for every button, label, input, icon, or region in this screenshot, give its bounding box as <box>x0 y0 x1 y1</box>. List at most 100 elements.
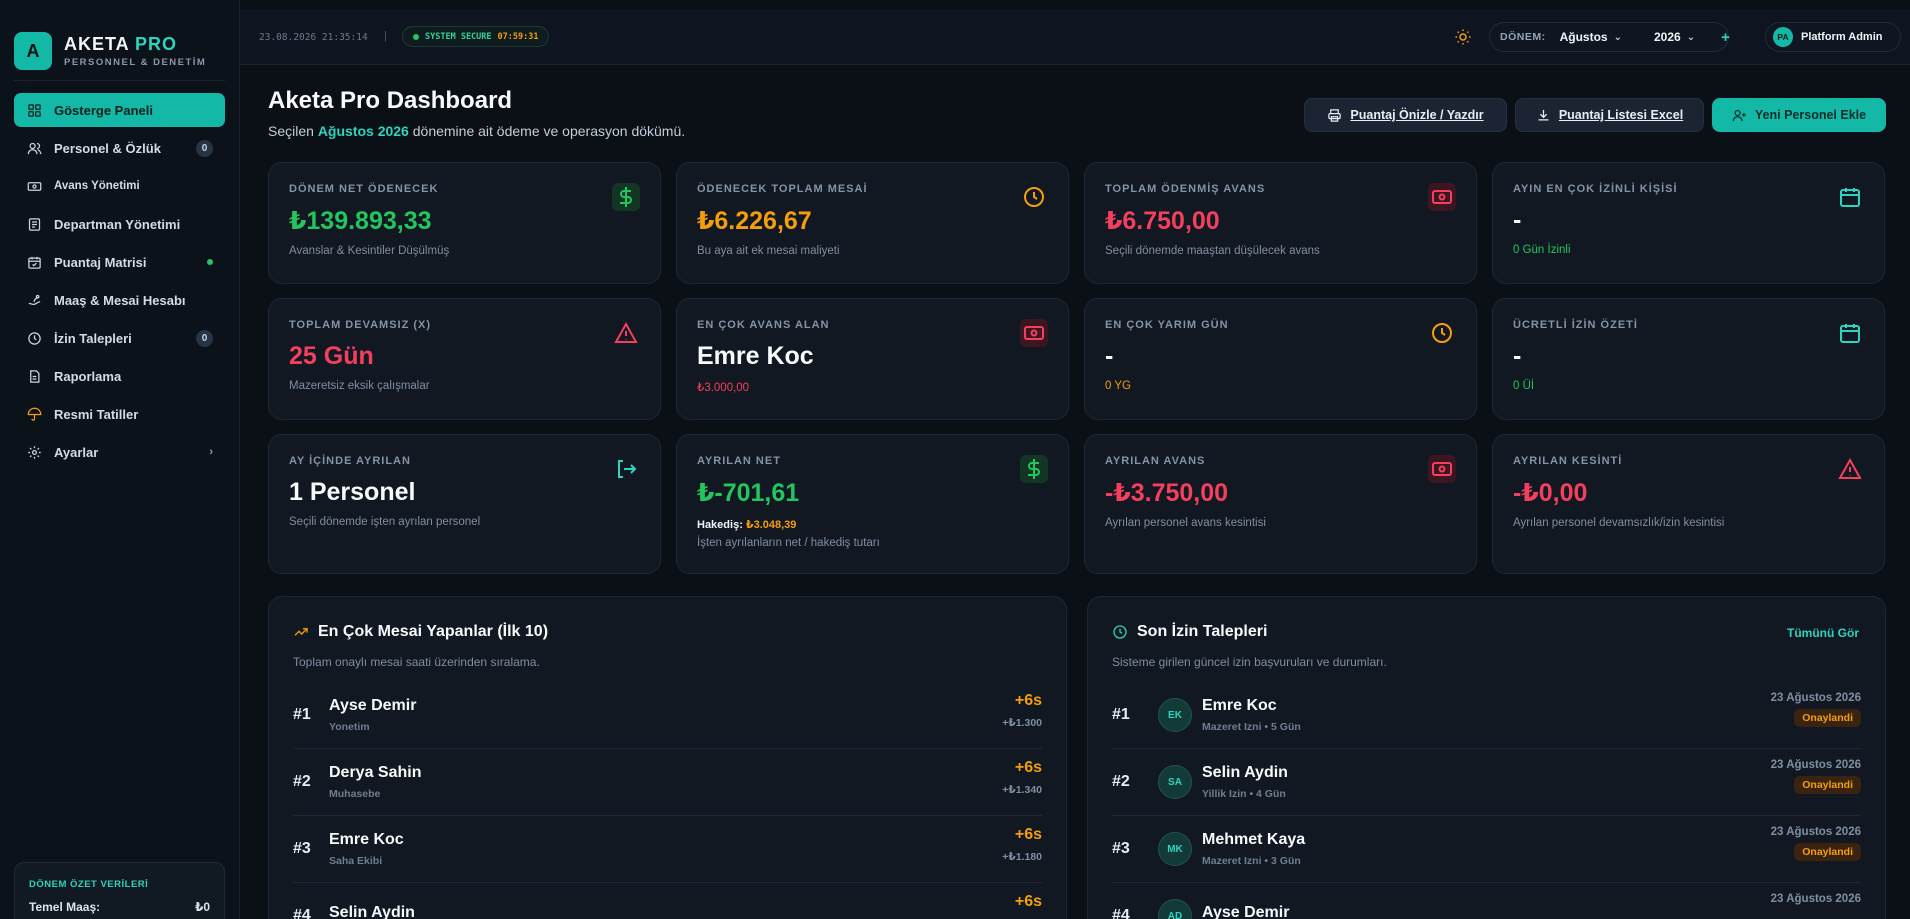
sidebar-item-label: Maaş & Mesai Hesabı <box>54 292 186 308</box>
department: Saha Ekibi <box>329 855 383 867</box>
stat-label: TOPLAM ÖDENMİŞ AVANS <box>1105 183 1266 195</box>
person-name: Ayse Demir <box>1202 904 1290 919</box>
sidebar-item-dashboard[interactable]: Gösterge Paneli <box>14 93 225 127</box>
avatar: PA <box>1773 27 1793 47</box>
stat-note: ₺3.000,00 <box>697 382 750 394</box>
sidebar-item-personnel[interactable]: Personel & Özlük 0 <box>14 131 225 165</box>
period-label: DÖNEM: <box>1500 31 1546 43</box>
stat-description: Ayrılan personel avans kesintisi <box>1105 517 1266 529</box>
sidebar-item-holidays[interactable]: Resmi Tatiller <box>14 397 225 431</box>
banknote-icon <box>1428 183 1456 211</box>
stat-value: - <box>1513 206 1522 234</box>
topbar-separator: | <box>384 30 387 42</box>
sidebar-item-departments[interactable]: Departman Yönetimi <box>14 207 225 241</box>
stat-description: Avanslar & Kesintiler Düşülmüş <box>289 245 450 257</box>
list-item[interactable]: #4 AD Ayse Demir 23 Ağustos 2026 <box>1112 883 1861 919</box>
list-item[interactable]: #3 MK Mehmet Kaya Mazeret Izni • 3 Gün 23… <box>1112 816 1861 883</box>
department: Muhasebe <box>329 788 381 800</box>
stat-description: Seçili dönemde işten ayrılan personel <box>289 516 481 528</box>
clock-icon <box>1113 625 1127 639</box>
stat-card-departed-net: AYRILAN NET ₺-701,61 Hakediş: ₺3.048,39 … <box>676 434 1069 574</box>
page-subtitle: Seçilen Ağustos 2026 dönemine ait ödeme … <box>268 123 686 139</box>
list-item[interactable]: #2 SA Selin Aydin Yillik Izin • 4 Gün 23 … <box>1112 749 1861 816</box>
stat-label: TOPLAM DEVAMSIZ (X) <box>289 319 432 331</box>
view-all-link[interactable]: Tümünü Gör <box>1787 626 1859 640</box>
banknote-icon <box>1428 455 1456 483</box>
stat-value: Emre Koc <box>697 342 814 370</box>
status-dot <box>413 33 419 40</box>
stat-description: Ayrılan personel devamsızlık/izin kesint… <box>1513 517 1725 529</box>
leave-date: 23 Ağustos 2026 <box>1770 759 1861 771</box>
chevron-right-icon: › <box>209 446 213 458</box>
summary-row-label: Temel Maaş: <box>29 900 101 914</box>
year-select[interactable]: 2026 <box>1653 30 1681 44</box>
stat-value: 25 Gün <box>289 342 374 370</box>
stat-card-departed-deduction: AYRILAN KESİNTİ -₺0,00 Ayrılan personel … <box>1492 434 1885 574</box>
gear-icon <box>28 445 41 459</box>
panel-title: En Çok Mesai Yapanlar (İlk 10) <box>293 623 548 641</box>
user-menu[interactable]: PA Platform Admin <box>1765 22 1901 52</box>
warning-icon <box>612 319 640 347</box>
sidebar-item-label: Personel & Özlük <box>54 140 161 156</box>
sidebar-item-label: İzin Talepleri <box>54 330 132 346</box>
clock-icon <box>28 331 41 345</box>
stat-card-advances-paid: TOPLAM ÖDENMİŞ AVANS ₺6.750,00 Seçili dö… <box>1084 162 1477 284</box>
sidebar: A AKETA PRO PERSONNEL & DENETİM Gösterge… <box>0 0 240 919</box>
sidebar-item-leave-requests[interactable]: İzin Talepleri 0 <box>14 321 225 355</box>
person-name: Selin Aydin <box>1202 764 1288 781</box>
stat-note: 0 Üİ <box>1513 380 1535 392</box>
rank: #4 <box>1112 907 1130 919</box>
panel-subtitle: Sisteme girilen güncel izin başvuruları … <box>1112 655 1387 669</box>
sidebar-item-settings[interactable]: Ayarlar › <box>14 435 225 469</box>
add-personnel-button[interactable]: Yeni Personel Ekle <box>1712 98 1886 132</box>
stat-card-overtime-total: ÖDENECEK TOPLAM MESAİ ₺6.226,67 Bu aya a… <box>676 162 1069 284</box>
list-item[interactable]: #1 Ayse Demir Yonetim +6s +₺1.300 <box>293 682 1042 749</box>
stat-value: ₺6.750,00 <box>1105 207 1220 235</box>
period-selector: DÖNEM: Ağustos ⌄ 2026 ⌄ + <box>1489 22 1730 52</box>
leave-list: #1 EK Emre Koc Mazeret Izni • 5 Gün 23 Ağ… <box>1112 682 1861 919</box>
sidebar-item-timesheet[interactable]: Puantaj Matrisi <box>14 245 225 279</box>
calendar-icon <box>28 256 41 269</box>
stat-note: 0 Gün İzinli <box>1513 244 1571 256</box>
sun-icon[interactable] <box>1454 28 1472 46</box>
list-item[interactable]: #2 Derya Sahin Muhasebe +6s +₺1.340 <box>293 749 1042 816</box>
export-excel-button[interactable]: Puantaj Listesi Excel <box>1515 98 1704 132</box>
stat-label: AYRILAN NET <box>697 455 781 467</box>
stat-value: ₺6.226,67 <box>697 207 812 235</box>
stat-label: ÖDENECEK TOPLAM MESAİ <box>697 183 868 195</box>
stat-card-most-leave: AYIN EN ÇOK İZİNLİ KİŞİSİ - 0 Gün İzinli <box>1492 162 1885 284</box>
sidebar-item-label: Gösterge Paneli <box>54 102 153 118</box>
sidebar-item-advances[interactable]: Avans Yönetimi <box>14 169 225 203</box>
sidebar-item-label: Ayarlar <box>54 444 99 460</box>
status-badge: Onaylandi <box>1794 843 1861 861</box>
stat-label: AYIN EN ÇOK İZİNLİ KİŞİSİ <box>1513 183 1678 195</box>
list-item[interactable]: #4 Selin Aydin +6s <box>293 883 1042 919</box>
stat-note: 0 YG <box>1105 380 1131 392</box>
calendar-icon <box>1836 319 1864 347</box>
list-item[interactable]: #3 Emre Koc Saha Ekibi +6s +₺1.180 <box>293 816 1042 883</box>
list-item[interactable]: #1 EK Emre Koc Mazeret Izni • 5 Gün 23 Ağ… <box>1112 682 1861 749</box>
avatar: SA <box>1158 765 1192 799</box>
leave-date: 23 Ağustos 2026 <box>1770 692 1861 704</box>
brand[interactable]: A AKETA PRO PERSONNEL & DENETİM <box>14 32 206 70</box>
stat-card-net-payable: DÖNEM NET ÖDENECEK ₺139.893,33 Avanslar … <box>268 162 661 284</box>
sidebar-item-reports[interactable]: Raporlama <box>14 359 225 393</box>
stat-value: ₺139.893,33 <box>289 207 432 235</box>
chevron-down-icon[interactable]: ⌄ <box>1686 31 1696 43</box>
add-period-button[interactable]: + <box>1721 28 1730 46</box>
status-dot <box>207 259 213 265</box>
stat-value: -₺3.750,00 <box>1105 479 1229 507</box>
chevron-down-icon[interactable]: ⌄ <box>1613 31 1622 43</box>
print-timesheet-button[interactable]: Puantaj Önizle / Yazdır <box>1304 98 1507 132</box>
stat-label: EN ÇOK AVANS ALAN <box>697 319 830 331</box>
recent-leave-panel: Son İzin Talepleri Tümünü Gör Sisteme gi… <box>1087 596 1886 919</box>
trending-up-icon <box>294 628 308 636</box>
secure-label: SYSTEM SECURE <box>425 31 492 42</box>
sidebar-item-payroll[interactable]: Maaş & Mesai Hesabı <box>14 283 225 317</box>
stat-card-absences: TOPLAM DEVAMSIZ (X) 25 Gün Mazeretsiz ek… <box>268 298 661 420</box>
month-select[interactable]: Ağustos <box>1559 30 1608 44</box>
top-overtime-panel: En Çok Mesai Yapanlar (İlk 10) Toplam on… <box>268 596 1067 919</box>
sidebar-item-label: Avans Yönetimi <box>54 180 140 192</box>
rank: #1 <box>293 706 311 723</box>
download-icon <box>1538 109 1549 120</box>
